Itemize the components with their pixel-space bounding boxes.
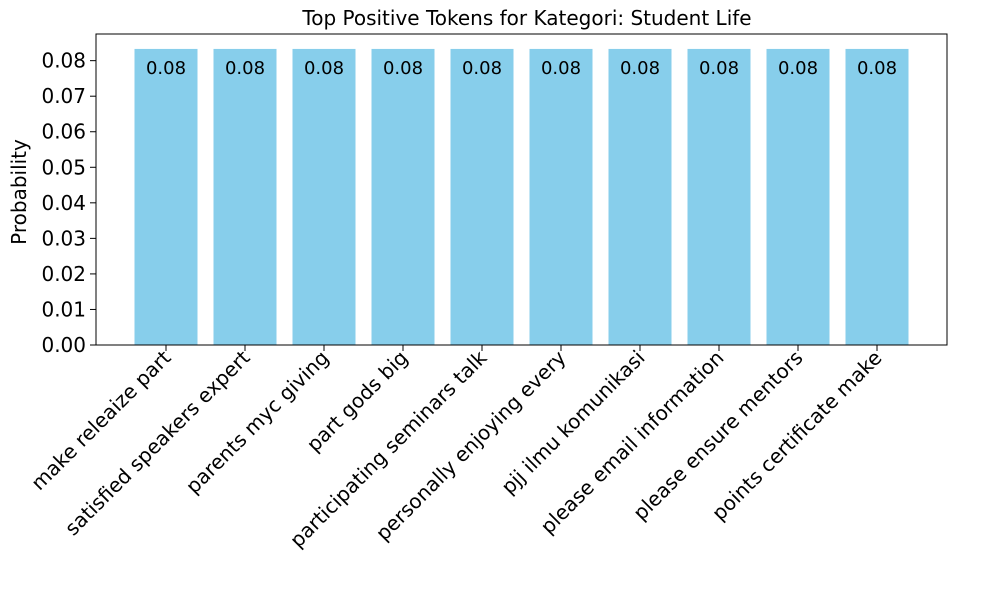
y-tick-label: 0.00 <box>41 333 86 357</box>
x-tick-label: parents myc giving <box>181 346 334 499</box>
y-tick-label: 0.07 <box>41 84 86 108</box>
bar-value-labels: 0.08 0.08 0.08 0.08 0.08 0.08 0.08 0.08 0.08 0.08 <box>146 58 897 79</box>
bars-group <box>134 48 909 345</box>
bar-value-label: 0.08 <box>225 58 265 79</box>
bar <box>766 48 830 345</box>
bar-value-label: 0.08 <box>304 58 344 79</box>
y-tick-label: 0.08 <box>41 49 86 73</box>
bar <box>292 48 356 345</box>
bar-value-label: 0.08 <box>146 58 186 79</box>
bar <box>687 48 751 345</box>
bar-value-label: 0.08 <box>778 58 818 79</box>
y-tick-label: 0.04 <box>41 191 86 215</box>
y-tick-label: 0.01 <box>41 297 86 321</box>
bar-value-label: 0.08 <box>699 58 739 79</box>
x-tick-label: make releaize part <box>26 345 175 494</box>
y-axis-label: Probability <box>7 139 31 245</box>
plot-frame <box>95 33 948 346</box>
bar-value-label: 0.08 <box>541 58 581 79</box>
x-tick-label: pjj ilmu komunikasi <box>496 346 649 499</box>
bar <box>371 48 435 345</box>
y-tick-label: 0.02 <box>41 262 86 286</box>
bar <box>845 48 909 345</box>
chart-title: Top Positive Tokens for Kategori: Studen… <box>301 6 751 30</box>
bar-value-label: 0.08 <box>462 58 502 79</box>
bar <box>213 48 277 345</box>
y-tick-label: 0.05 <box>41 155 86 179</box>
bar-value-label: 0.08 <box>620 58 660 79</box>
bar <box>608 48 672 345</box>
bar <box>134 48 198 345</box>
bar-value-label: 0.08 <box>383 58 423 79</box>
bar <box>529 48 593 345</box>
bar-value-label: 0.08 <box>857 58 897 79</box>
y-tick-label: 0.03 <box>41 226 86 250</box>
bar <box>450 48 514 345</box>
y-tick-label: 0.06 <box>41 120 86 144</box>
y-axis-ticks: 0.00 0.01 0.02 0.03 0.04 0.05 0.06 0.07 0.08 <box>41 49 96 357</box>
